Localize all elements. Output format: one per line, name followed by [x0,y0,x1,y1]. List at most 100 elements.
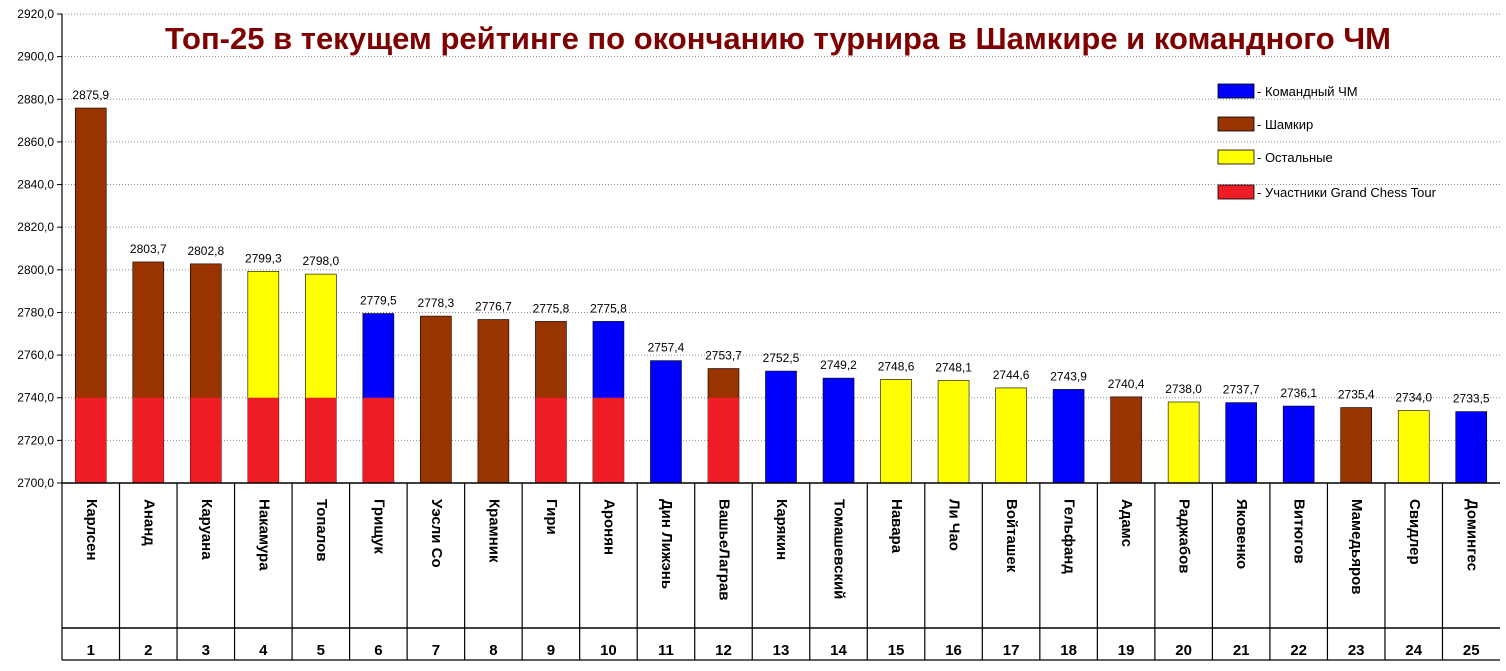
y-tick-label: 2840,0 [17,178,54,192]
data-label-13: 2752,5 [763,351,800,365]
data-label-22: 2736,1 [1280,386,1317,400]
chart-title: Топ-25 в текущем рейтинге по окончанию т… [165,21,1391,56]
player-rank-8: 8 [489,642,497,659]
data-label-7: 2778,3 [418,296,455,310]
player-name-15: Навара [888,499,905,554]
data-label-23: 2735,4 [1338,388,1375,402]
data-label-11: 2757,4 [648,341,685,355]
y-axis-tick-labels: 2700,0 2720,0 2740,0 2760,0 2780,0 2800,0 2820… [17,7,54,490]
data-label-3: 2802,8 [187,244,224,258]
legend-item-gct: - Участники Grand Chess Tour [1217,184,1437,200]
player-rank-2: 2 [144,642,152,659]
legend-item-other: - Остальные [1217,149,1333,165]
bar-13 [765,370,797,484]
gct-segment-10 [592,397,624,483]
player-name-1: Карлсен [83,499,100,561]
data-label-4: 2799,3 [245,251,282,265]
player-name-20: Раджабов [1176,499,1193,573]
legend: - Командный ЧМ - Шамкир - Остальные - Участ… [1217,83,1437,200]
data-label-14: 2749,2 [820,358,857,372]
player-name-7: Уэсли Со [428,499,445,568]
player-rank-20: 20 [1175,642,1192,659]
gct-segment-1 [75,397,107,483]
player-rank-1: 1 [87,642,95,659]
y-tick-label: 2820,0 [17,220,54,234]
player-name-23: Мамедьяров [1348,499,1365,595]
data-label-1: 2875,9 [72,88,109,102]
player-rank-10: 10 [600,642,617,659]
data-label-21: 2737,7 [1223,383,1260,397]
data-label-20: 2738,0 [1165,382,1202,396]
player-rank-5: 5 [317,642,325,659]
player-name-3: Каруана [198,499,215,560]
player-name-10: Аронян [600,499,617,555]
data-label-2: 2803,7 [130,242,167,256]
data-label-9: 2775,8 [533,301,570,315]
y-tick-label: 2920,0 [17,7,54,21]
player-rank-12: 12 [715,642,732,659]
player-name-22: Витюгов [1291,499,1308,564]
gct-segment-5 [305,397,337,483]
player-rank-9: 9 [547,642,555,659]
player-name-11: Дин Лижэнь [658,499,675,589]
data-labels: 2875,9 2803,7 2802,8 2799,3 2798,0 2779,5 2778… [72,88,1490,406]
player-name-21: Яковенко [1233,499,1250,569]
player-rank-23: 23 [1348,642,1365,659]
gct-segment-4 [247,397,279,483]
gct-segment-9 [535,397,567,483]
y-tick-label: 2780,0 [17,305,54,319]
gct-segment-3 [190,397,222,483]
player-name-6: Грищук [370,499,387,554]
player-rank-24: 24 [1405,642,1422,659]
legend-swatch [1217,184,1255,200]
legend-item-shamkir: - Шамкир [1217,116,1313,132]
bar-18 [1052,389,1085,484]
y-tick-label: 2860,0 [17,135,54,149]
legend-item-team: - Командный ЧМ [1217,83,1358,99]
bar-16 [937,380,970,484]
bar-15 [880,379,912,484]
gct-segment-2 [132,397,164,483]
player-rank-16: 16 [945,642,962,659]
data-label-6: 2779,5 [360,294,397,308]
player-name-14: Томашевский [831,499,848,599]
player-name-12: ВашьеЛаграв [716,499,733,600]
bar-17 [995,387,1027,484]
player-rank-13: 13 [773,642,790,659]
player-rank-25: 25 [1463,642,1480,659]
y-tick-label: 2760,0 [17,348,54,362]
player-name-16: Ли Чао [946,499,963,551]
player-name-8: Крамник [485,499,502,563]
legend-label: - Командный ЧМ [1257,84,1358,99]
player-name-19: Адамс [1118,499,1135,547]
bar-23 [1340,407,1372,484]
legend-label: - Шамкир [1257,117,1313,132]
player-rank-15: 15 [888,642,905,659]
player-rank-18: 18 [1060,642,1077,659]
player-rank-17: 17 [1003,642,1020,659]
data-label-25: 2733,5 [1453,392,1490,406]
player-name-18: Гельфанд [1061,499,1078,574]
player-name-5: Топалов [313,499,330,562]
player-rank-3: 3 [202,642,210,659]
bar-21 [1225,402,1257,484]
bar-19 [1110,396,1142,484]
player-rank-14: 14 [830,642,847,659]
player-name-25: Домингес [1463,499,1480,571]
player-name-2: Ананд [140,499,157,546]
y-tick-label: 2700,0 [17,476,54,490]
data-label-19: 2740,4 [1108,377,1145,391]
player-rank-4: 4 [259,642,268,659]
legend-swatch [1217,116,1255,132]
axes [57,13,1500,661]
bar-25 [1455,411,1488,484]
legend-swatch [1217,83,1255,99]
data-label-5: 2798,0 [302,254,339,268]
bar-24 [1397,410,1430,484]
legend-swatch [1217,149,1255,165]
player-rank-19: 19 [1118,642,1135,659]
bar-14 [822,377,855,484]
bar-7 [420,315,452,484]
y-tick-label: 2720,0 [17,433,54,447]
